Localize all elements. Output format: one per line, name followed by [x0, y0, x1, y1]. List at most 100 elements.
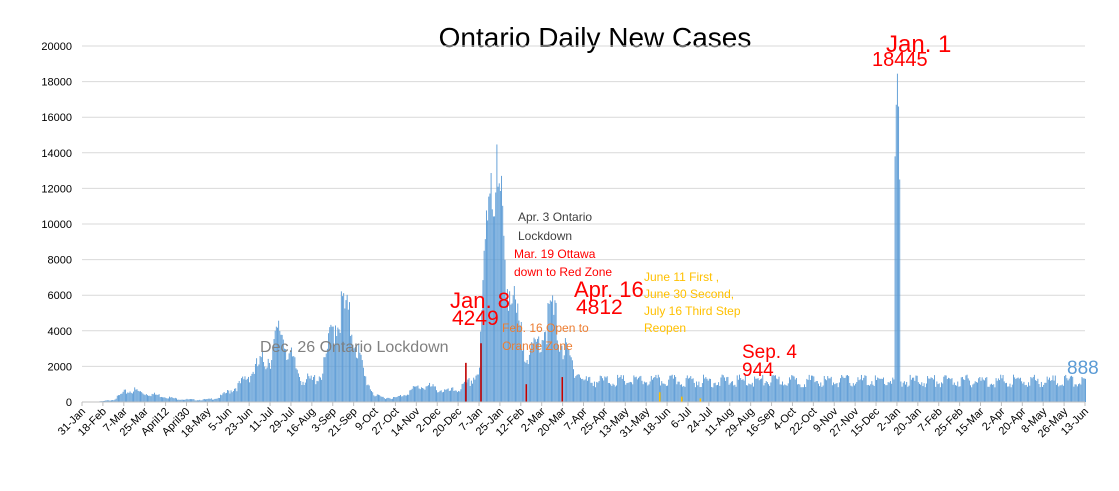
bar: [1072, 376, 1074, 402]
bar: [369, 389, 371, 402]
bar: [206, 399, 208, 402]
bar: [591, 382, 593, 402]
bar: [245, 379, 247, 402]
bar: [589, 376, 591, 402]
bar: [537, 338, 538, 402]
bar: [1021, 381, 1023, 402]
bar: [901, 386, 903, 402]
bar: [401, 396, 403, 402]
bar: [285, 349, 287, 402]
bar: [729, 383, 731, 402]
bar: [945, 375, 947, 402]
bar: [209, 398, 211, 402]
bar: [590, 382, 592, 402]
bar: [712, 387, 714, 402]
bar: [329, 327, 331, 402]
bar: [954, 385, 956, 402]
bar: [470, 380, 472, 402]
bar: [517, 303, 519, 402]
bar: [642, 384, 644, 402]
bar: [721, 374, 723, 402]
bar: [936, 381, 938, 402]
bar: [445, 389, 447, 402]
bar: [764, 383, 766, 402]
bar: [156, 394, 158, 402]
bar: [511, 303, 513, 402]
bar: [736, 375, 738, 402]
bar: [783, 385, 785, 402]
bar: [304, 382, 306, 402]
bar: [150, 396, 152, 402]
bar: [1013, 374, 1014, 402]
bar: [398, 395, 400, 402]
bar: [452, 387, 454, 402]
bar: [373, 395, 375, 402]
bar: [921, 382, 923, 402]
bar: [866, 385, 868, 402]
annotation-feb16: Orange Zone: [502, 339, 573, 353]
bar: [461, 384, 463, 402]
bar: [964, 379, 966, 402]
bar: [1017, 377, 1019, 402]
bar: [420, 387, 422, 402]
bar: [467, 379, 469, 402]
bar: [808, 374, 810, 402]
bar: [952, 384, 954, 402]
bar: [199, 399, 201, 402]
bar: [443, 391, 444, 402]
bar: [177, 399, 179, 402]
bar: [143, 394, 145, 402]
bar: [1035, 380, 1037, 402]
annotation-feb16: Feb. 16 Open to: [502, 321, 589, 335]
bar: [173, 398, 175, 402]
bar: [170, 397, 172, 402]
bar: [520, 321, 522, 402]
bar: [824, 379, 826, 402]
bar: [1002, 375, 1004, 402]
bar: [1026, 386, 1028, 402]
bar: [130, 392, 132, 402]
bar: [448, 390, 450, 402]
bar: [853, 385, 855, 402]
bar: [332, 326, 334, 402]
bar: [999, 380, 1001, 402]
bar: [433, 386, 435, 402]
bar: [1028, 382, 1030, 402]
bar: [547, 303, 549, 402]
bar: [282, 339, 284, 402]
bar: [162, 397, 164, 402]
bar: [638, 377, 639, 402]
bar: [722, 375, 724, 402]
bar: [691, 379, 693, 402]
bar: [484, 239, 486, 402]
annotation-jan8_date: Jan. 8: [450, 288, 510, 313]
bar: [201, 400, 203, 402]
annotation-mar19: down to Red Zone: [514, 265, 612, 279]
annotation-june: Reopen: [644, 321, 686, 335]
bar: [914, 380, 916, 402]
bar: [1024, 385, 1026, 402]
bar: [663, 383, 665, 402]
bar: [228, 390, 230, 402]
bar: [487, 220, 489, 402]
bar: [147, 395, 148, 402]
bar: [430, 386, 432, 402]
bar: [207, 398, 209, 402]
bar: [311, 379, 313, 402]
bar: [700, 386, 702, 402]
annotation-jan1_date: Jan. 1: [886, 31, 951, 58]
bar: [335, 325, 336, 402]
bar: [800, 387, 802, 402]
bar: [1081, 377, 1083, 402]
bar: [975, 382, 977, 402]
bar: [437, 392, 439, 402]
bar: [129, 391, 131, 402]
bar: [384, 399, 386, 402]
bar: [424, 389, 426, 402]
bar: [990, 383, 992, 402]
bar: [661, 381, 663, 402]
bar: [458, 390, 460, 402]
bar: [814, 382, 816, 402]
bar: [528, 354, 530, 402]
bar: [894, 156, 896, 402]
